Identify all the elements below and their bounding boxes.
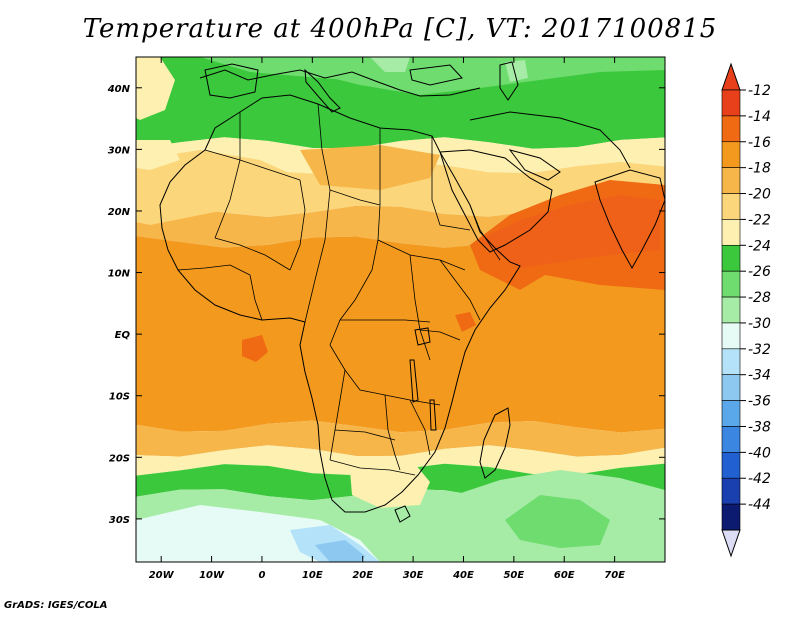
patch-south-atlantic-deepblue <box>315 540 365 562</box>
colorbar-swatch <box>721 452 741 479</box>
colorbar-swatch <box>721 426 741 453</box>
colorbar-swatch <box>721 244 741 272</box>
temperature-band <box>136 236 665 433</box>
arabia-coastline <box>439 149 553 253</box>
lat-tick-label: EQ <box>115 330 131 341</box>
lon-tick-label: 60E <box>554 570 575 581</box>
europe-coastline <box>199 69 481 97</box>
iberia-coastline <box>204 63 259 99</box>
lake-malawi <box>429 399 437 431</box>
colorbar-swatch <box>721 193 741 220</box>
patch-south-africa-light <box>350 458 430 508</box>
madagascar-coastline <box>479 407 511 479</box>
colorbar-label: -40 <box>748 445 771 461</box>
longitude-axis: 20W 10W 0 10E 20E 30E 40E 50E 60E 70E <box>149 57 625 581</box>
colorbar-swatch <box>721 477 741 505</box>
coastlines <box>159 61 665 523</box>
patch-canary-light <box>136 140 180 170</box>
patch-nw-light <box>136 57 175 120</box>
colorbar-label: -32 <box>748 342 771 358</box>
lon-tick-label: 20W <box>149 570 175 581</box>
patch-egypt-light <box>300 145 440 190</box>
patch-caspian-cool <box>505 60 528 82</box>
persian-gulf <box>508 149 561 181</box>
plot-frame <box>135 56 666 563</box>
black-sea <box>409 64 463 86</box>
colorbar-label: -30 <box>748 316 771 332</box>
lat-tick-label: 20S <box>109 453 130 464</box>
lake-victoria <box>414 327 431 346</box>
colorbar-swatch <box>721 374 741 401</box>
colorbar-label: -44 <box>748 497 771 513</box>
colorbar-label: -14 <box>748 109 771 125</box>
lon-tick-label: 10W <box>199 570 225 581</box>
lat-tick-label: 10N <box>108 269 131 280</box>
lesotho <box>394 505 411 523</box>
colorbar-swatch <box>721 400 741 427</box>
colorbar-label: -24 <box>748 238 771 254</box>
colorbar-label: -12 <box>748 83 771 99</box>
lat-tick-label: 30S <box>109 515 130 526</box>
colorbar-label: -26 <box>748 264 771 280</box>
patch-lake-victoria <box>455 312 476 332</box>
colorbar-swatch <box>721 115 741 143</box>
grads-credit: GrADS: IGES/COLA <box>4 600 108 611</box>
lon-tick-label: 40E <box>452 570 474 581</box>
lon-tick-label: 30E <box>403 570 424 581</box>
patch-mediterranean-light <box>200 57 420 82</box>
colorbar-swatch <box>721 296 741 324</box>
colorbar-swatch <box>721 322 741 350</box>
colorbar-swatch <box>721 270 741 298</box>
colorbar-swatch <box>721 89 741 117</box>
colorbar-label: -16 <box>748 135 771 151</box>
colorbar-swatch <box>721 219 741 246</box>
colorbar-swatch <box>721 503 741 531</box>
india-coastline <box>594 169 665 270</box>
latitude-axis: 40N 30N 20N 10N EQ 10S 20S 30S <box>107 84 665 526</box>
colorbar-label: -22 <box>748 212 771 228</box>
colorbar-label: -28 <box>748 290 771 306</box>
colorbar-swatch <box>721 167 741 194</box>
colorbar-label: -38 <box>748 419 771 435</box>
africa-coastline <box>159 94 521 513</box>
temperature-field <box>136 57 665 562</box>
colorbar-swatch <box>721 348 741 376</box>
italy-coastline <box>304 68 341 113</box>
iran-border <box>469 111 631 169</box>
lon-tick-label: 10E <box>302 570 323 581</box>
colorbar-bottom-arrow <box>721 529 741 558</box>
country-borders <box>177 103 501 476</box>
colorbar-label: -36 <box>748 394 771 410</box>
colorbar-label: -20 <box>748 187 771 203</box>
lat-tick-label: 30N <box>108 145 131 156</box>
lat-tick-label: 20N <box>108 207 131 218</box>
patch-arabian-sea-inner <box>478 195 660 268</box>
lon-tick-label: 70E <box>604 570 625 581</box>
colorbar-label: -18 <box>748 161 771 177</box>
lake-tanganyika <box>409 359 419 403</box>
lat-tick-label: 10S <box>109 392 130 403</box>
colorbar-top-arrow <box>721 62 741 91</box>
colorbar: -12 -14 -16 -18 -20 -22 -24 -26 -28 -30 -32 -34 -36 -… <box>721 62 771 558</box>
lon-tick-label: 20E <box>352 570 373 581</box>
caspian-sea <box>499 61 519 101</box>
temperature-band <box>136 420 665 457</box>
patch-indian-ocean-green <box>505 495 610 548</box>
lon-tick-label: 0 <box>258 570 265 581</box>
chart-title: Temperature at 400hPa [C], VT: 201710081… <box>82 14 718 44</box>
patch-europe-cool <box>370 57 410 72</box>
colorbar-label: -42 <box>748 471 771 487</box>
lon-tick-label: 50E <box>503 570 524 581</box>
colorbar-swatch <box>721 141 741 168</box>
colorbar-label: -34 <box>748 368 771 384</box>
patch-gulf-of-guinea-hot <box>242 335 268 362</box>
lat-tick-label: 40N <box>107 84 131 95</box>
